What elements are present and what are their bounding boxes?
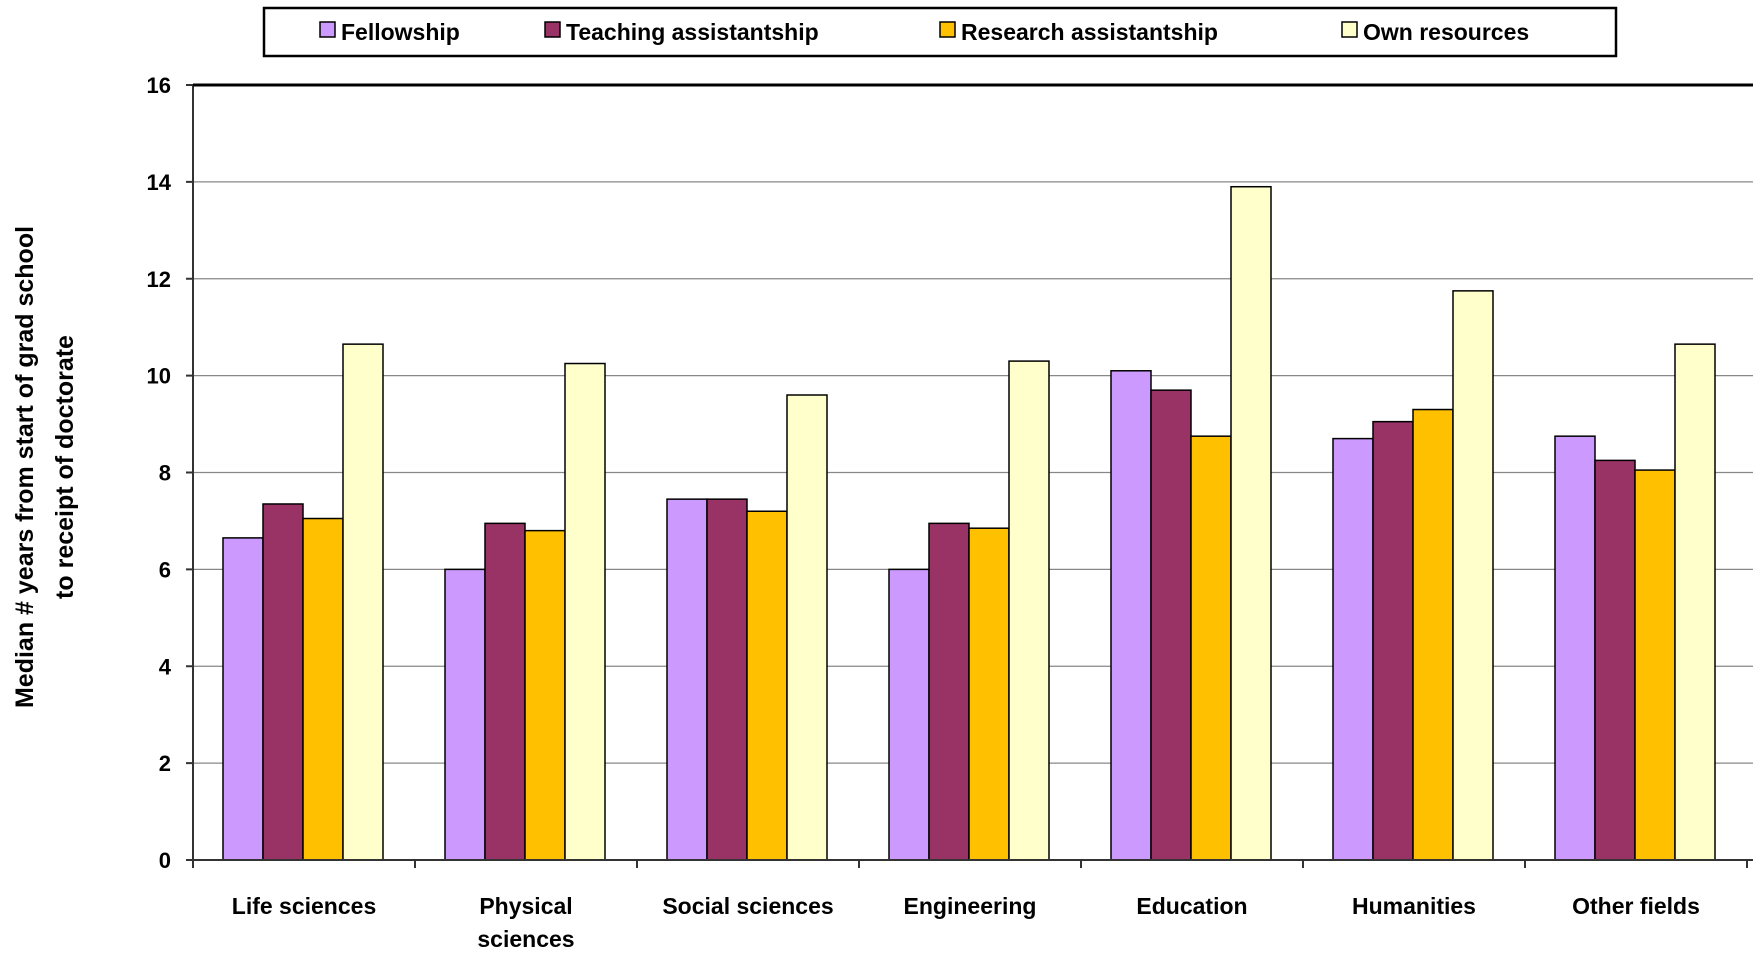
bar bbox=[1190, 435, 1232, 861]
y-tick-label: 6 bbox=[159, 557, 171, 582]
y-tick-label: 4 bbox=[159, 654, 172, 679]
y-tick-label: 2 bbox=[159, 751, 171, 776]
legend-swatch bbox=[939, 21, 956, 38]
bar bbox=[564, 362, 606, 861]
x-category-label: Humanities bbox=[1352, 893, 1476, 919]
axes bbox=[186, 83, 1753, 868]
legend: Fellowship Teaching assistantship Research… bbox=[319, 19, 1529, 45]
y-tick-label: 12 bbox=[147, 267, 171, 292]
bar bbox=[1008, 360, 1050, 861]
bar bbox=[302, 517, 344, 861]
y-tick-label: 10 bbox=[147, 364, 171, 389]
legend-swatch bbox=[1341, 21, 1358, 38]
legend-swatch bbox=[544, 21, 561, 38]
x-category-labels: Life sciences Physical sciences Social scie… bbox=[232, 893, 1700, 952]
y-axis-label: Median # years from start of grad school… bbox=[11, 226, 79, 708]
legend-label: Research assistantship bbox=[961, 19, 1218, 45]
x-category-label: Social sciences bbox=[662, 893, 833, 919]
bar bbox=[342, 343, 384, 861]
bar bbox=[888, 568, 930, 861]
legend-swatch bbox=[319, 21, 336, 38]
bar bbox=[928, 522, 970, 861]
y-tick-label: 16 bbox=[147, 73, 171, 98]
legend-label: Teaching assistantship bbox=[566, 19, 819, 45]
bar bbox=[1634, 469, 1676, 861]
bars bbox=[222, 185, 1716, 861]
bar bbox=[222, 537, 264, 861]
bar bbox=[524, 529, 566, 861]
bar bbox=[1554, 435, 1596, 861]
bar bbox=[1332, 437, 1374, 861]
x-category-label: Physical sciences bbox=[477, 893, 574, 952]
bar bbox=[1110, 370, 1152, 861]
bar bbox=[484, 522, 526, 861]
bar bbox=[666, 498, 708, 861]
bar bbox=[1230, 185, 1272, 861]
y-tick-label: 8 bbox=[159, 461, 171, 486]
bar bbox=[786, 394, 828, 861]
x-category-label: Life sciences bbox=[232, 893, 376, 919]
bar bbox=[706, 498, 748, 861]
y-tick-label: 14 bbox=[147, 170, 172, 195]
x-category-label: Education bbox=[1136, 893, 1247, 919]
bar bbox=[1412, 408, 1454, 861]
bar bbox=[1372, 420, 1414, 861]
x-category-label: Other fields bbox=[1572, 893, 1700, 919]
bar bbox=[444, 568, 486, 861]
bar bbox=[1452, 290, 1494, 861]
y-tick-label: 0 bbox=[159, 848, 171, 873]
bar bbox=[1594, 459, 1636, 861]
legend-label: Fellowship bbox=[341, 19, 460, 45]
bar bbox=[746, 510, 788, 861]
bar bbox=[968, 527, 1010, 861]
bar bbox=[1674, 343, 1716, 861]
bar bbox=[262, 503, 304, 861]
legend-label: Own resources bbox=[1363, 19, 1529, 45]
x-category-label: Engineering bbox=[904, 893, 1037, 919]
y-axis-title: Median # years from start of grad school… bbox=[11, 226, 79, 708]
bar bbox=[1150, 389, 1192, 861]
y-tick-labels: 0 2 4 6 8 10 12 14 16 bbox=[147, 73, 172, 873]
